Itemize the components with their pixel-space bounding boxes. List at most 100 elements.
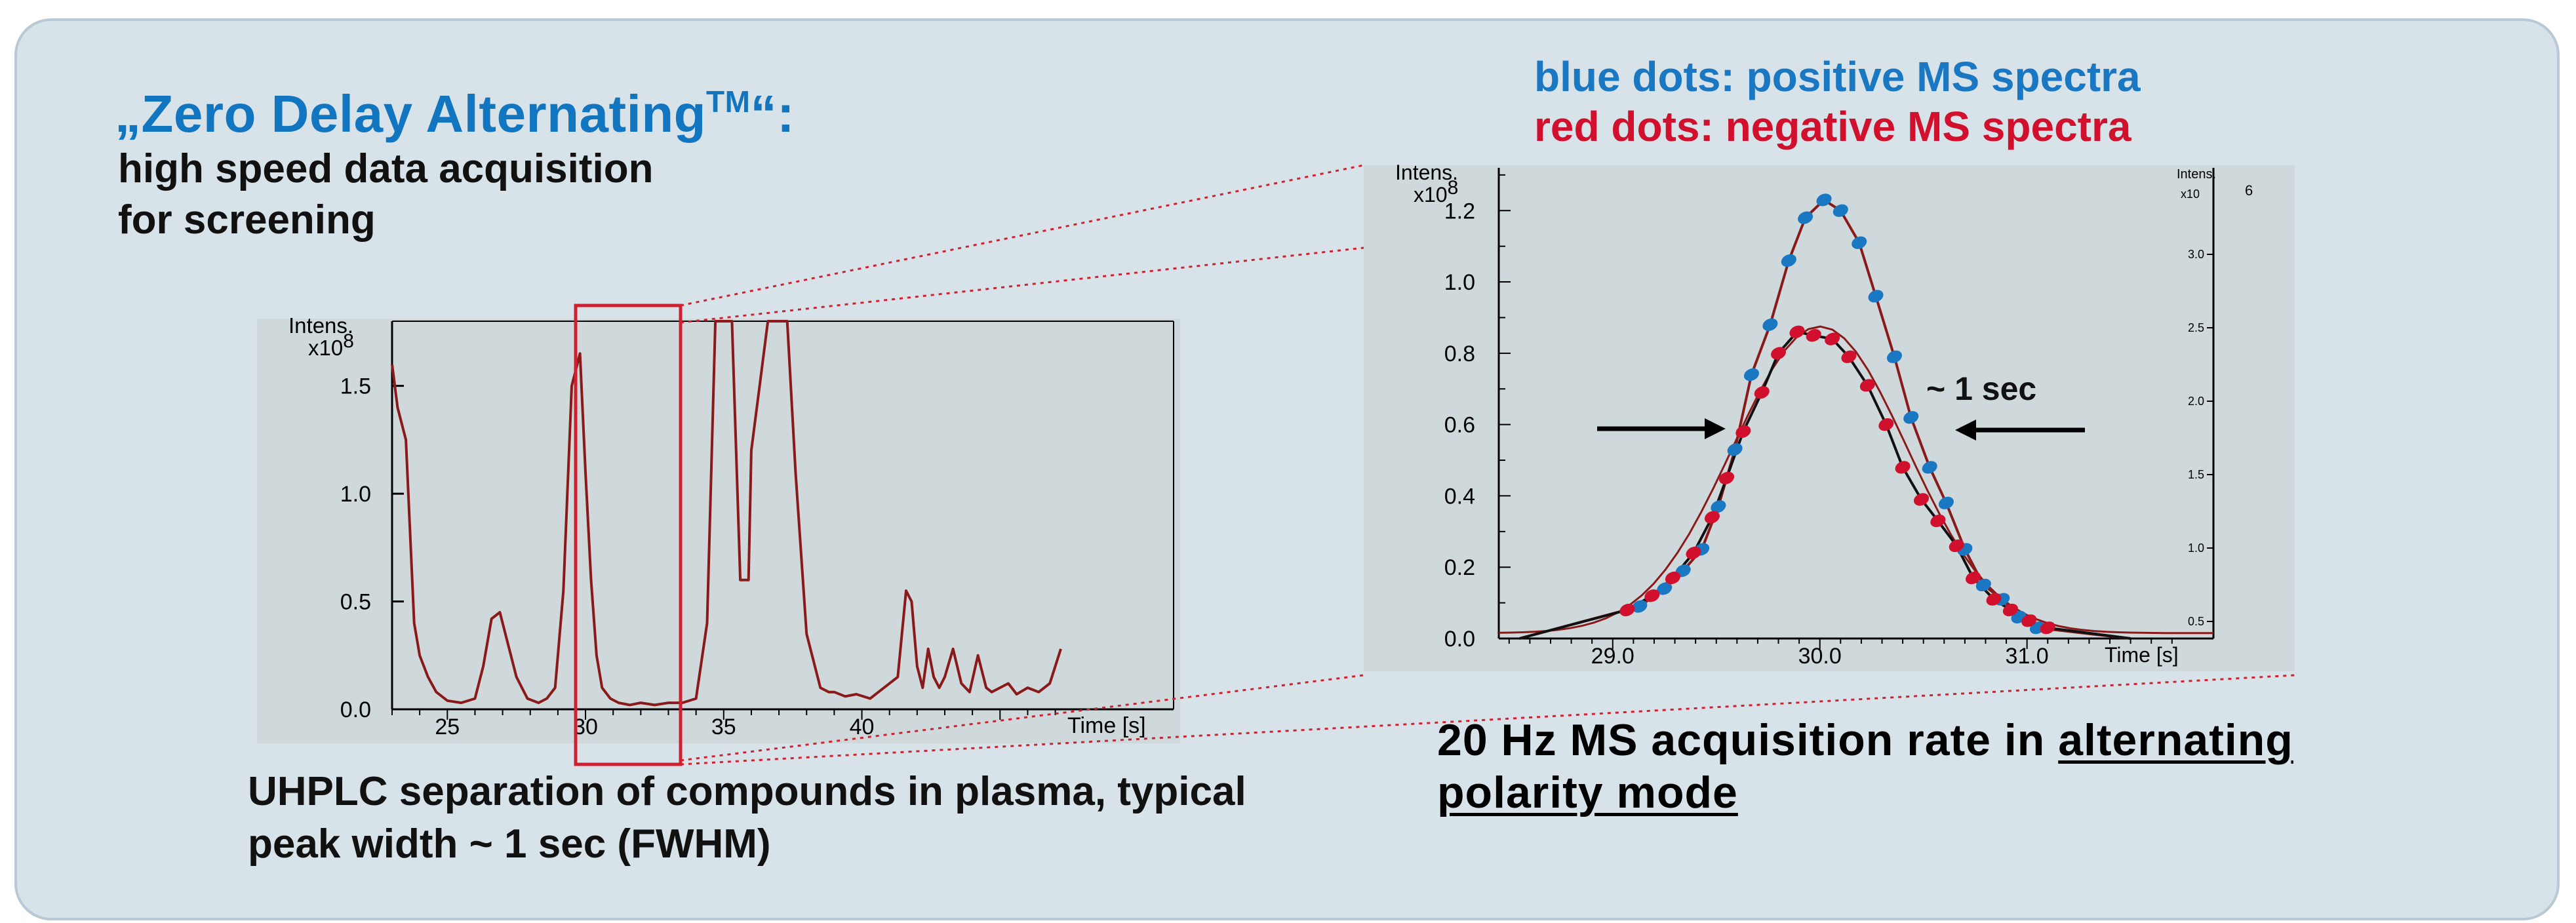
right-y-tick-label: 0.6 — [1444, 413, 1475, 438]
right-y-tick-label: 1.0 — [1444, 270, 1475, 295]
right-y-multiplier-exponent: 8 — [1448, 177, 1459, 199]
left-y-tick-label: 1.5 — [340, 374, 371, 399]
right-caption-line-1: 20 Hz MS acquisition rate in alternating — [1437, 715, 2293, 766]
positive-ms-dot — [1922, 461, 1937, 474]
left-x-axis-label: Time [s] — [1067, 713, 1146, 738]
subtitle-line-2: for screening — [118, 197, 376, 243]
right-y-tick-label: 0.0 — [1444, 627, 1475, 652]
negative-ms-dot — [1789, 325, 1805, 338]
secondary-y-tick-label: 1.5 — [2188, 468, 2204, 481]
right-y-axis-label: Intens. — [1395, 161, 1458, 184]
negative-ms-dot — [2040, 621, 2055, 635]
positive-ms-dot — [1852, 236, 1867, 249]
subtitle-line-1: high speed data acquisition — [118, 146, 654, 191]
positive-ms-dot — [1868, 290, 1884, 303]
zoom-connector-4 — [680, 674, 2295, 766]
negative-ms-dot — [1619, 603, 1635, 617]
negative-ms-dot — [1644, 589, 1660, 602]
positive-ms-dot — [1975, 578, 1991, 592]
positive-ms-dot — [1781, 254, 1796, 267]
left-chromatogram: 0.00.51.01.5 25 30 35 40 Intens. x108 Time … — [257, 304, 1180, 766]
secondary-y-tick-label: 3.0 — [2188, 248, 2204, 261]
negative-ms-dot — [2021, 614, 2037, 627]
left-chromatogram-trace — [391, 320, 1062, 707]
left-y-axis-label: Intens. — [288, 313, 353, 338]
left-caption-line-2: peak width ~ 1 sec (FWHM) — [248, 821, 771, 867]
zoom-connector-1 — [680, 164, 1364, 307]
negative-ms-dot — [1825, 332, 1840, 345]
right-x-tick-label: 31.0 — [2006, 644, 2049, 669]
secondary-axis-exponent: 6 — [2245, 182, 2253, 199]
positive-ms-dot — [1903, 411, 1919, 424]
right-y-tick-label: 1.2 — [1444, 199, 1475, 224]
negative-ms-dot — [1686, 546, 1701, 560]
left-y-tick-label: 1.0 — [340, 482, 371, 507]
left-x-tick-label: 35 — [711, 715, 736, 739]
legend-blue-dots: blue dots: positive MS spectra — [1534, 53, 2141, 100]
left-x-tick-label: 40 — [850, 715, 875, 739]
title-prefix: „Zero Delay Alternating — [115, 85, 707, 143]
positive-ms-dot — [1886, 350, 1902, 363]
positive-ms-dot — [1816, 193, 1832, 206]
negative-ms-dot — [1930, 514, 1946, 528]
positive-ms-dot — [1833, 204, 1848, 217]
title-suffix: “: — [750, 85, 795, 143]
negative-ms-dot — [1771, 347, 1787, 360]
left-y-tick-label: 0.0 — [340, 697, 371, 722]
positive-ms-dots — [1632, 193, 2045, 635]
negative-ms-dots — [1619, 325, 2055, 635]
right-y-tick-label: 0.8 — [1444, 342, 1475, 366]
positive-ms-dot — [1632, 600, 1648, 613]
right-caption-prefix: 20 Hz MS acquisition rate in — [1437, 715, 2059, 765]
negative-ms-dot — [1895, 461, 1911, 474]
left-y-tick-label: 0.5 — [340, 590, 371, 615]
secondary-y-tick-label: 1.0 — [2188, 541, 2204, 555]
right-y-tick-label: 0.2 — [1444, 555, 1475, 580]
negative-ms-dot — [1704, 511, 1720, 524]
secondary-y-tick-label: 0.5 — [2188, 615, 2204, 628]
secondary-axis-multiplier: x10 — [2181, 187, 2200, 201]
negative-ms-dot — [1965, 571, 1981, 585]
right-x-tick-label: 30.0 — [1798, 644, 1842, 669]
negative-ms-dot — [1986, 593, 2002, 606]
left-y-multiplier: x108 — [308, 330, 354, 360]
slide-title: „Zero Delay AlternatingTM“: — [115, 84, 795, 144]
right-zoomed-chart: 0.0 0.2 0.4 0.6 0.8 1.0 1.2 29.0 30.0 31.0 0.5 1.… — [1364, 161, 2295, 671]
fwhm-annotation: ~ 1 sec — [1926, 370, 2036, 407]
right-caption-line-2: polarity mode — [1437, 768, 1738, 817]
negative-ms-dot — [2002, 603, 2018, 617]
secondary-y-tick-label: 2.5 — [2188, 321, 2204, 334]
zoom-selection-box — [574, 304, 683, 766]
positive-ms-dot — [1798, 211, 1813, 224]
negative-ms-dot — [1806, 329, 1821, 342]
positive-ms-dot — [1711, 500, 1726, 513]
negative-ms-dot — [1949, 539, 1964, 553]
left-x-tick-label: 25 — [435, 715, 460, 739]
positive-ms-dot — [1727, 443, 1743, 456]
negative-ms-dot — [1754, 386, 1770, 399]
legend-red-dots: red dots: negative MS spectra — [1534, 103, 2131, 150]
right-x-tick-label: 29.0 — [1591, 644, 1635, 669]
secondary-axis-label: Intens. — [2177, 167, 2216, 182]
negative-ms-dot — [1914, 493, 1930, 506]
right-plot-background — [1364, 165, 2295, 671]
trademark-mark: TM — [706, 85, 751, 119]
negative-ms-dot — [1841, 350, 1857, 363]
left-y-multiplier-exponent: 8 — [343, 330, 354, 352]
positive-ms-dot — [1762, 318, 1778, 331]
negative-ms-dot — [1878, 418, 1894, 431]
positive-ms-dot — [1938, 496, 1954, 509]
right-y-multiplier: x108 — [1414, 177, 1458, 206]
negative-ms-dot — [1719, 471, 1735, 484]
left-y-multiplier-base: x10 — [308, 336, 343, 360]
negative-ms-dot — [1665, 571, 1680, 585]
right-y-multiplier-base: x10 — [1414, 183, 1448, 206]
fwhm-arrow-left-head — [1705, 418, 1726, 439]
right-caption-underlined-1: alternating — [2058, 715, 2293, 765]
secondary-y-tick-label: 2.0 — [2188, 395, 2204, 408]
fwhm-arrow-right-head — [1955, 420, 1976, 441]
positive-ms-dot — [1743, 368, 1759, 382]
positive-ms-dot — [1657, 582, 1673, 595]
negative-ms-dot — [1735, 425, 1751, 439]
